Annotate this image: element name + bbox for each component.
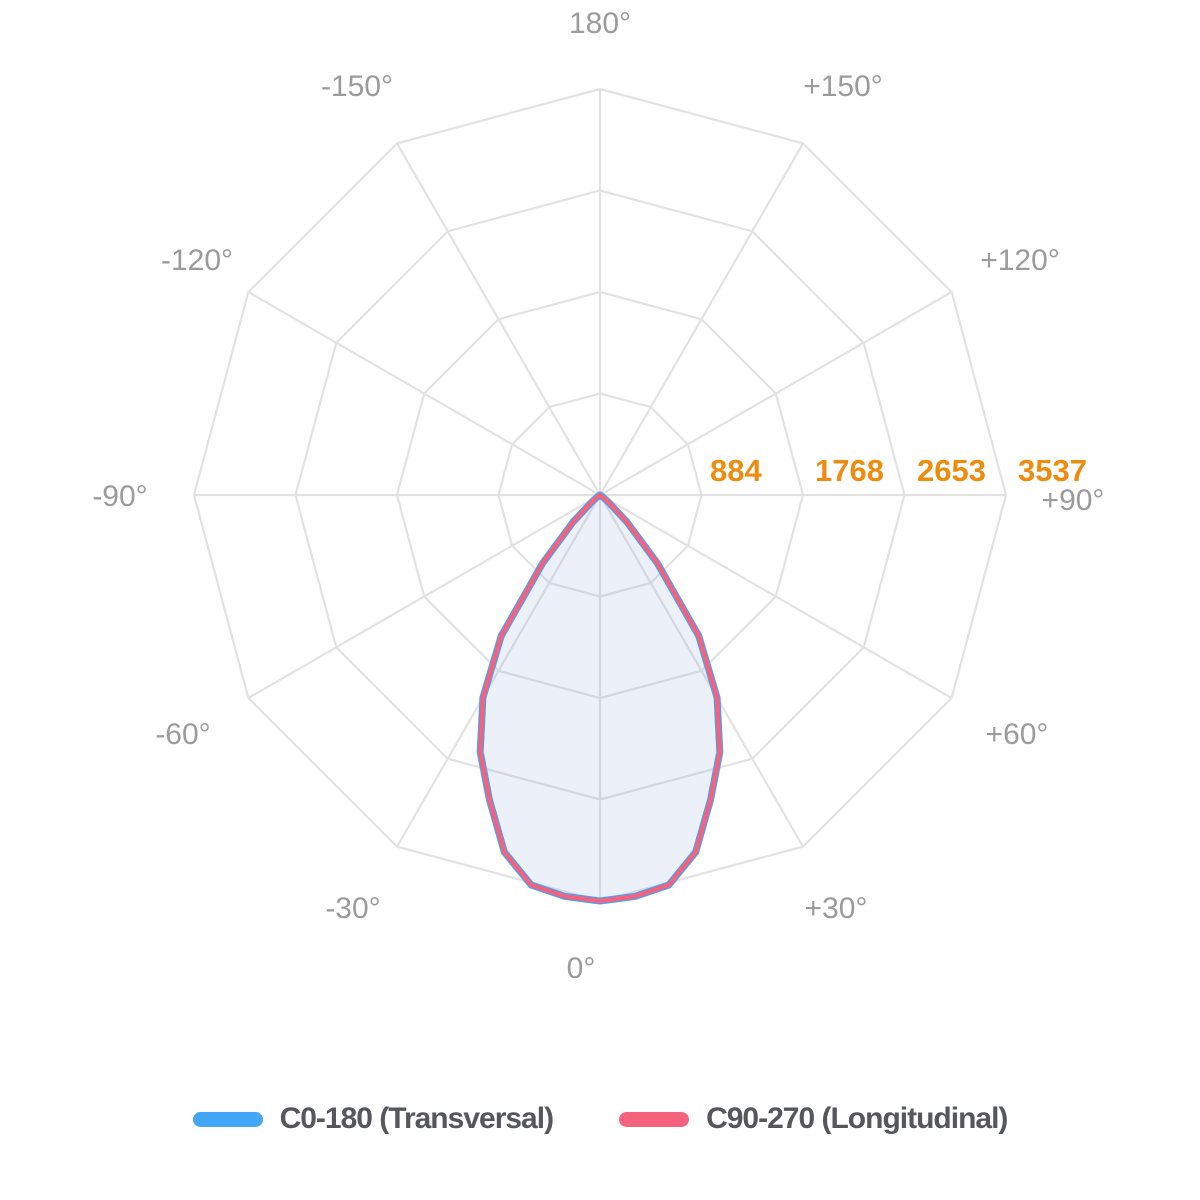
radial-tick-label: 3537 (1018, 453, 1087, 488)
legend-swatch-c90-270-icon (619, 1111, 690, 1127)
legend-label-c0-180: C0-180 (Transversal) (279, 1102, 554, 1135)
legend-item-c0-180[interactable]: C0-180 (Transversal) (192, 1102, 554, 1136)
grid-spoke (396, 494, 601, 848)
grid-spoke (599, 142, 804, 496)
angle-label: +120° (980, 244, 1060, 277)
radial-tick-label: 1768 (815, 453, 884, 488)
angle-label: -90° (92, 480, 147, 513)
grid-spoke (599, 494, 953, 699)
grid-spoke (599, 291, 953, 496)
grid-spoke (247, 494, 601, 699)
radial-tick-label: 2653 (917, 453, 986, 488)
angle-label: +150° (803, 70, 883, 103)
radial-tick-label: 884 (710, 453, 762, 488)
curve-c90-270 (477, 492, 723, 904)
polar-chart-svg: 180° -150° +150° -120° +120° -90° +90° -60° +60°… (92, 7, 1105, 985)
angle-label: -30° (325, 892, 380, 925)
angle-label: +90° (1042, 484, 1105, 517)
angle-label: -150° (321, 70, 393, 103)
polar-chart: 180° -150° +150° -120° +120° -90° +90° -60° +60°… (92, 7, 1105, 985)
angle-label: 0° (567, 952, 596, 985)
legend-label-c90-270: C90-270 (Longitudinal) (706, 1102, 1008, 1135)
grid-spoke (247, 291, 601, 496)
angle-label: -60° (155, 718, 210, 751)
angle-label: -120° (161, 244, 233, 277)
angle-label: 180° (569, 7, 631, 40)
angle-label: +60° (986, 718, 1049, 751)
legend-item-c90-270[interactable]: C90-270 (Longitudinal) (619, 1102, 1008, 1136)
chart-legend: C0-180 (Transversal) C90-270 (Longitudin… (0, 1102, 1200, 1136)
grid-spoke (599, 494, 804, 848)
angle-label: +30° (805, 892, 868, 925)
grid-spoke (396, 142, 601, 496)
legend-swatch-c0-180-icon (192, 1111, 263, 1127)
